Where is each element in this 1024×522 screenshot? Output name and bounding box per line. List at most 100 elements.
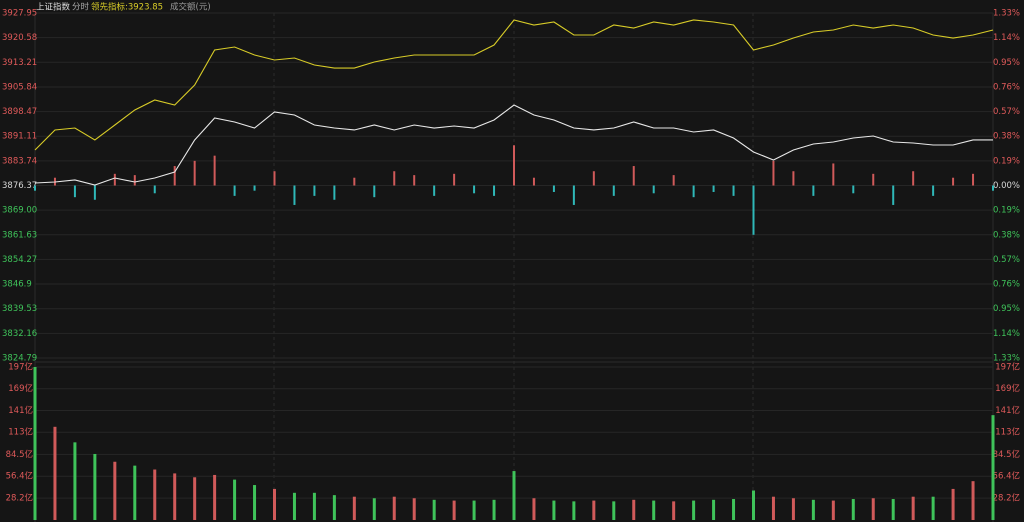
price-line bbox=[34, 104, 993, 186]
diff-bar bbox=[732, 185, 735, 196]
diff-bar bbox=[832, 163, 835, 186]
diff-bar bbox=[93, 185, 96, 200]
y-tick-label: 3891.11 bbox=[2, 132, 37, 142]
y2-tick-label: 0.19% bbox=[993, 206, 1020, 216]
y2-tick-label: 0.95% bbox=[993, 58, 1020, 68]
y2-tick-label: 1.33% bbox=[993, 354, 1020, 364]
y-tick-label: 28.2亿 bbox=[6, 493, 33, 504]
period-label[interactable]: 分时 bbox=[72, 2, 90, 13]
diff-bar bbox=[333, 185, 336, 200]
chart-title: 上证指数 bbox=[36, 2, 71, 13]
y2-tick-label: 28.2亿 bbox=[993, 493, 1020, 504]
volume-bar bbox=[612, 501, 616, 520]
diff-bar bbox=[932, 185, 935, 196]
y2-tick-label: 169亿 bbox=[995, 383, 1020, 394]
diff-bar bbox=[812, 185, 815, 196]
volume-bar bbox=[93, 453, 97, 520]
diff-bar bbox=[493, 185, 496, 196]
y2-tick-label: 0.57% bbox=[993, 255, 1020, 265]
diff-bar bbox=[772, 160, 775, 186]
diff-bar bbox=[273, 171, 276, 186]
volume-bar bbox=[273, 488, 276, 520]
volume-bar bbox=[153, 469, 157, 520]
volume-bar bbox=[851, 499, 855, 520]
y-tick-label: 56.4亿 bbox=[6, 471, 33, 482]
volume-bar bbox=[831, 500, 835, 520]
volume-bar bbox=[971, 481, 975, 520]
diff-bar bbox=[453, 173, 456, 186]
diff-bar bbox=[293, 185, 296, 205]
volume-label: 成交额(元) bbox=[170, 2, 211, 13]
y2-tick-label: 0.76% bbox=[993, 280, 1020, 290]
diff-bar bbox=[992, 185, 994, 191]
y2-tick-label: 1.33% bbox=[993, 9, 1020, 19]
volume-bar bbox=[532, 498, 536, 520]
volume-bar bbox=[592, 500, 596, 520]
volume-bar bbox=[133, 465, 137, 520]
indicator-label: 领先指标:3923.85 bbox=[91, 2, 163, 13]
volume-bar bbox=[352, 496, 356, 520]
diff-bar bbox=[652, 185, 655, 194]
y2-tick-label: 0.95% bbox=[993, 304, 1020, 314]
diff-bar bbox=[313, 185, 316, 196]
volume-bar bbox=[233, 479, 237, 520]
volume-bar bbox=[452, 500, 456, 520]
price-line bbox=[34, 19, 994, 151]
diff-bar bbox=[552, 185, 555, 192]
y2-tick-label: 0.57% bbox=[993, 107, 1020, 117]
volume-bar bbox=[492, 499, 496, 520]
y2-tick-label: 113亿 bbox=[995, 427, 1020, 438]
diff-bar bbox=[34, 185, 36, 191]
volume-bar bbox=[931, 496, 935, 520]
diff-bar bbox=[253, 185, 256, 191]
y2-tick-label: 0.19% bbox=[993, 156, 1020, 166]
diff-bar bbox=[113, 173, 116, 186]
diff-bar bbox=[233, 185, 236, 196]
diff-bar bbox=[193, 160, 196, 186]
y-tick-label: 169亿 bbox=[8, 383, 33, 394]
diff-bar bbox=[213, 155, 216, 186]
diff-bar bbox=[712, 185, 715, 192]
y-tick-label: 3898.47 bbox=[2, 107, 37, 117]
volume-bar bbox=[33, 367, 37, 520]
y2-tick-label: 1.14% bbox=[993, 33, 1020, 43]
y-tick-label: 84.5亿 bbox=[6, 449, 33, 460]
volume-bar bbox=[732, 499, 736, 520]
diff-bar bbox=[572, 185, 575, 205]
diff-bar bbox=[912, 171, 915, 186]
volume-bar bbox=[672, 501, 676, 520]
diff-bar bbox=[413, 175, 416, 186]
y-tick-label: 3927.95 bbox=[2, 9, 37, 19]
volume-bar bbox=[552, 500, 556, 520]
diff-bar bbox=[632, 166, 635, 186]
diff-bar bbox=[872, 173, 875, 186]
diff-bar bbox=[952, 177, 955, 186]
y2-tick-label: 0.76% bbox=[993, 82, 1020, 92]
volume-bar bbox=[113, 461, 117, 520]
y-tick-label: 3854.27 bbox=[2, 255, 37, 265]
diff-bar bbox=[612, 185, 615, 196]
y-tick-label: 197亿 bbox=[8, 362, 33, 373]
y-tick-label: 3883.74 bbox=[2, 156, 37, 166]
y-tick-label: 3869.00 bbox=[2, 206, 37, 216]
volume-bar bbox=[292, 492, 296, 520]
volume-bar bbox=[911, 496, 915, 520]
volume-bar bbox=[432, 499, 436, 520]
volume-bar bbox=[632, 499, 636, 520]
diff-bar bbox=[513, 145, 515, 186]
volume-bar bbox=[811, 499, 815, 520]
y2-tick-label: 197亿 bbox=[995, 362, 1020, 373]
diff-bar bbox=[692, 185, 695, 198]
volume-bar bbox=[791, 498, 795, 520]
volume-bar bbox=[372, 498, 376, 520]
diff-bar bbox=[592, 171, 595, 186]
volume-bar bbox=[412, 498, 416, 520]
volume-bar bbox=[253, 485, 257, 520]
volume-bar bbox=[213, 474, 217, 520]
y2-tick-label: 0.38% bbox=[993, 230, 1020, 240]
diff-bar bbox=[393, 171, 396, 186]
volume-bar bbox=[712, 499, 716, 520]
volume-bar bbox=[572, 501, 576, 520]
diff-bar bbox=[792, 171, 795, 186]
